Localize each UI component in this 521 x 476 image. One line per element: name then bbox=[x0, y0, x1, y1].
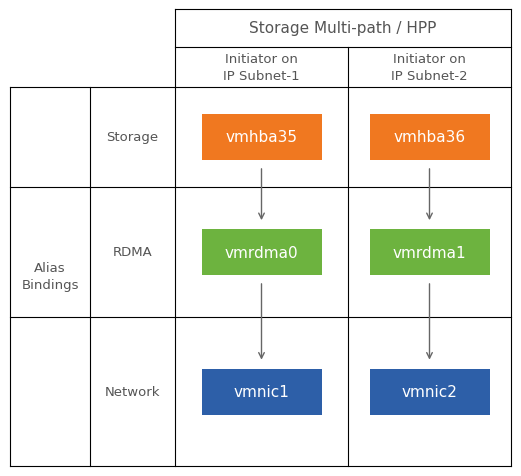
Text: vmhba35: vmhba35 bbox=[226, 130, 297, 145]
FancyBboxPatch shape bbox=[202, 369, 321, 415]
Text: vmnic1: vmnic1 bbox=[233, 384, 290, 399]
Text: vmhba36: vmhba36 bbox=[393, 130, 466, 145]
Text: Network: Network bbox=[105, 385, 160, 398]
FancyBboxPatch shape bbox=[202, 229, 321, 276]
FancyBboxPatch shape bbox=[369, 115, 490, 161]
Text: vmrdma0: vmrdma0 bbox=[225, 245, 299, 260]
Text: Alias
Bindings: Alias Bindings bbox=[21, 262, 79, 292]
Text: vmrdma1: vmrdma1 bbox=[393, 245, 466, 260]
FancyBboxPatch shape bbox=[202, 115, 321, 161]
FancyBboxPatch shape bbox=[369, 369, 490, 415]
Text: RDMA: RDMA bbox=[113, 246, 152, 259]
FancyBboxPatch shape bbox=[369, 229, 490, 276]
Text: vmnic2: vmnic2 bbox=[402, 384, 457, 399]
Text: Initiator on
IP Subnet-1: Initiator on IP Subnet-1 bbox=[223, 53, 300, 83]
Text: Initiator on
IP Subnet-2: Initiator on IP Subnet-2 bbox=[391, 53, 468, 83]
Text: Storage: Storage bbox=[106, 131, 158, 144]
Text: Storage Multi-path / HPP: Storage Multi-path / HPP bbox=[250, 21, 437, 37]
